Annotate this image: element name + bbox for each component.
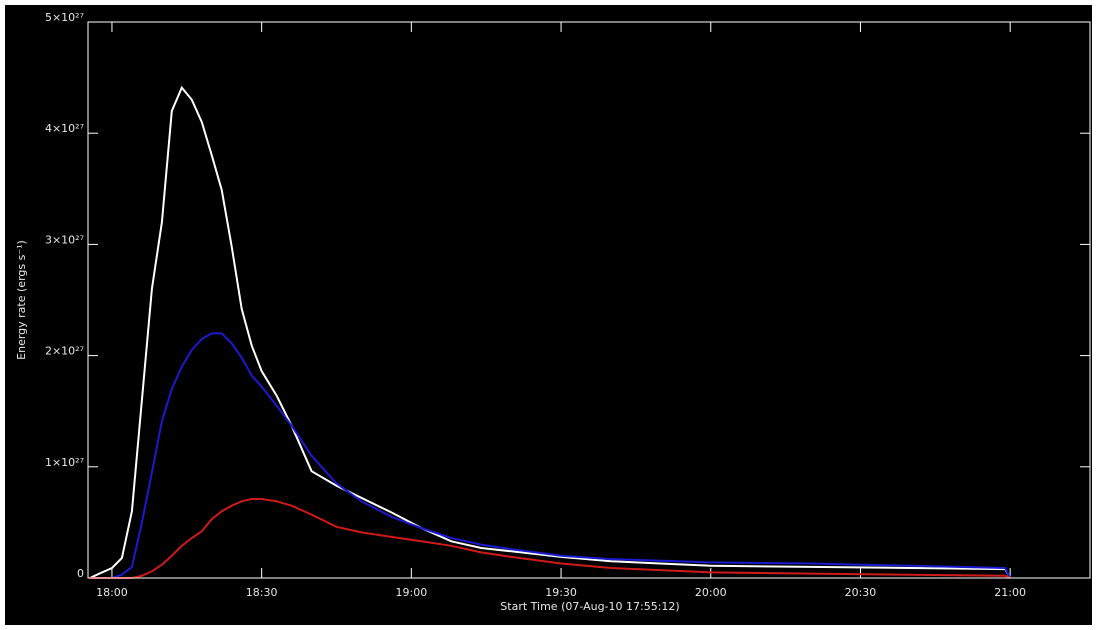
- plot-frame: [87, 21, 1091, 579]
- x-tick-label: 18:30: [246, 586, 278, 599]
- series-line: [89, 85, 1012, 579]
- y-tick-label: 2×10²⁷: [45, 345, 84, 358]
- x-tick-label: 20:00: [695, 586, 727, 599]
- series-line: [90, 332, 1012, 579]
- y-tick-label: 4×10²⁷: [45, 122, 84, 135]
- y-tick-label: 3×10²⁷: [45, 233, 84, 246]
- x-tick-label: 19:30: [545, 586, 577, 599]
- x-tick-label: 19:00: [396, 586, 428, 599]
- y-axis-label: Energy rate (ergs s⁻¹): [15, 240, 28, 360]
- y-tick-label: 1×10²⁷: [45, 456, 84, 469]
- x-axis-label: Start Time (07-Aug-10 17:55:12): [500, 600, 679, 613]
- series-line: [90, 498, 1011, 579]
- plot-background: [5, 5, 1092, 625]
- y-tick-label: 5×10²⁷: [45, 11, 84, 24]
- x-tick-label: 18:00: [96, 586, 128, 599]
- x-tick-label: 20:30: [845, 586, 877, 599]
- x-tick-label: 21:00: [994, 586, 1026, 599]
- y-tick-label: 0: [77, 567, 84, 580]
